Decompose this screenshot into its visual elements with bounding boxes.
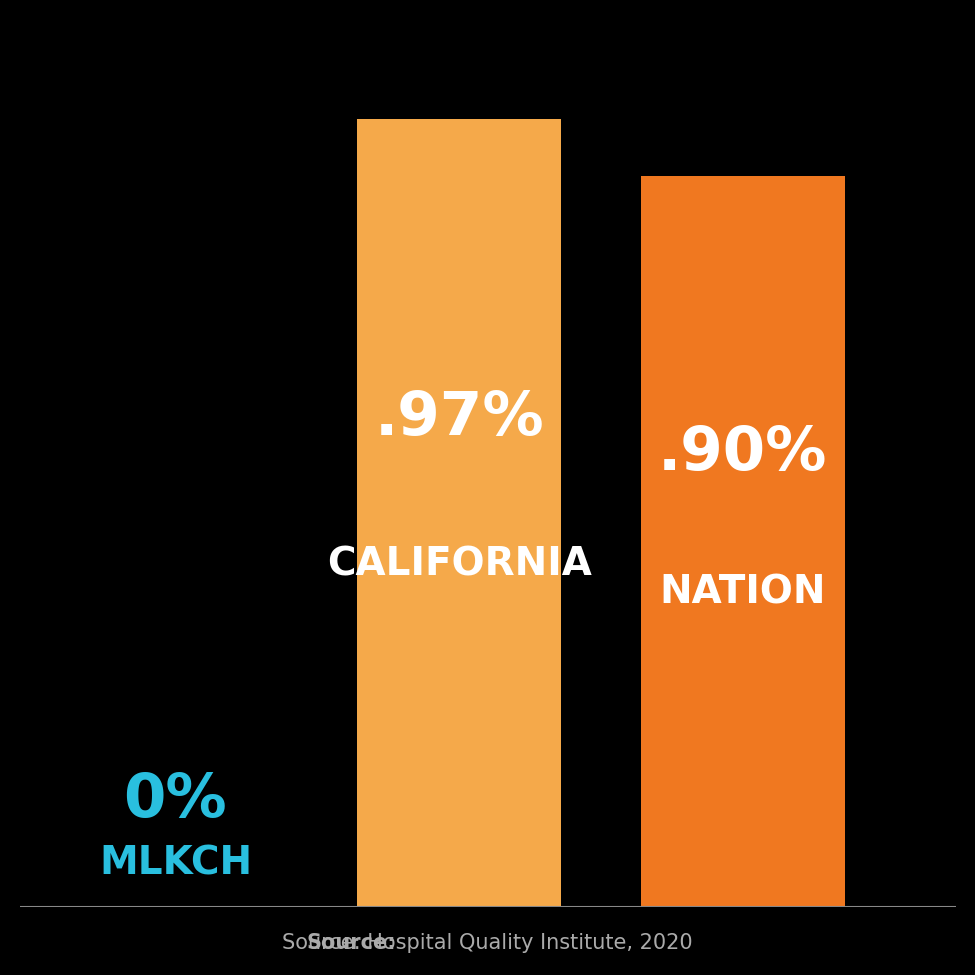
Text: Source: Hospital Quality Institute, 2020: Source: Hospital Quality Institute, 2020 bbox=[282, 933, 693, 953]
Bar bbox=[641, 176, 845, 907]
Text: .97%: .97% bbox=[374, 389, 544, 448]
Text: NATION: NATION bbox=[659, 573, 826, 611]
Text: 0%: 0% bbox=[124, 770, 227, 830]
Text: CALIFORNIA: CALIFORNIA bbox=[327, 545, 592, 583]
Text: MLKCH: MLKCH bbox=[98, 844, 253, 882]
Bar bbox=[357, 119, 562, 907]
Text: Source:: Source: bbox=[307, 933, 397, 953]
Text: .90%: .90% bbox=[658, 424, 828, 483]
